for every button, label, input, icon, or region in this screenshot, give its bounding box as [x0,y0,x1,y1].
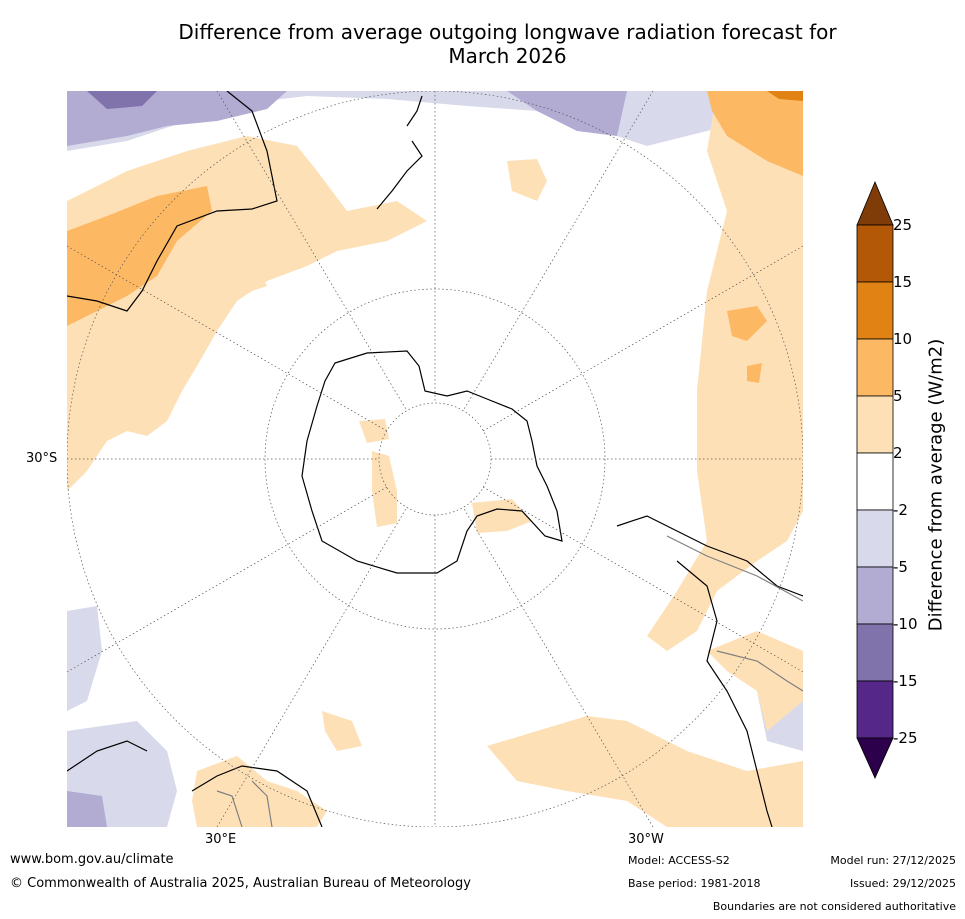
colorbar-tick-label: 25 [893,216,913,234]
lat-circle-60s [264,288,606,630]
colorbar-band-m15-m10 [856,623,894,682]
model-text: Model: ACCESS-S2 [628,854,730,867]
colorbar-band-m5-m2 [856,509,894,568]
website-link[interactable]: www.bom.gov.au/climate [10,852,174,867]
colorbar-tick-label: -25 [893,729,918,747]
colorbar-extend-min [856,737,894,779]
africa-border [216,780,273,827]
longitude-label-30w: 30°W [628,832,664,847]
copyright-text: © Commonwealth of Australia 2025, Austra… [10,876,471,891]
colorbar-title: Difference from average (W/m2) [925,338,947,632]
anomaly-region-pos-small-1 [507,159,547,201]
anomaly-region-pos5-east [727,306,767,341]
anomaly-region-pos5-northeast [707,91,803,176]
colorbar-tick-label: -15 [893,672,918,690]
meridian-8 [482,245,803,432]
anomaly-region-pos-antarctic-2 [372,451,397,527]
anomaly-region-pos-antarctic-1 [359,419,389,443]
anomaly-region-pos-mid-south [322,711,362,751]
colorbar-tick-label: -10 [893,615,918,633]
anomaly-region-neg-left [67,606,102,711]
colorbar-tick-label: -2 [893,501,908,519]
colorbar-extend-max [856,180,894,226]
model-run-text: Model run: 27/12/2025 [830,854,956,867]
polar-map [67,91,803,827]
africa-coastline [67,740,323,827]
anomaly-region-pos-south [487,716,803,827]
colorbar-band-m25-m15 [856,680,894,739]
base-period-text: Base period: 1981-2018 [628,877,761,890]
colorbar [856,180,894,779]
chart-title: Difference from average outgoing longwav… [0,20,965,68]
longitude-label-30e: 30°E [205,832,237,847]
graticule [67,91,803,827]
colorbar-band-m10-m5 [856,566,894,625]
anomaly-region-pos5-northwest [67,186,212,326]
colorbar-tick-label: 5 [893,387,903,405]
anomaly-region-pos10-northeast [767,91,803,101]
meridian-7 [67,245,388,432]
latitude-label-30s: 30°S [26,451,58,466]
australia-coastline [67,91,278,312]
anomaly-region-pos-small-2 [217,266,267,296]
anomaly-region-pos5-east2 [747,363,762,383]
anomaly-region-pos-southwest [192,756,327,827]
anomaly-region-pos-antarctic-3 [472,499,532,533]
antarctica-coastline [301,350,563,574]
meridian-9 [67,486,388,673]
issued-text: Issued: 29/12/2025 [849,877,956,890]
colorbar-tick-label: 2 [893,444,903,462]
colorbar-band-neutral [856,452,894,511]
anomaly-region-neg-top-dark2 [507,91,627,136]
colorbar-band-5-10 [856,338,894,397]
anomaly-region-pos-southeast [707,631,803,731]
meridian-10 [482,486,803,673]
anomaly-region-neg-top-darker [87,91,157,109]
colorbar-band-10-15 [856,281,894,340]
title-line-1: Difference from average outgoing longwav… [178,20,837,44]
anomaly-region-pos-east [647,91,803,651]
south-america-border [666,535,803,692]
new-zealand-coastline [376,95,423,210]
colorbar-tick-label: 10 [893,330,913,348]
colorbar-tick-label: -5 [893,558,908,576]
disclaimer-text: Boundaries are not considered authoritat… [712,900,956,913]
colorbar-tick-label: 15 [893,273,913,291]
south-america-coastline [616,515,803,827]
anomaly-region-neg-bottom-left-dark [67,791,107,827]
colorbar-band-15-25 [856,224,894,283]
colorbar-band-2-5 [856,395,894,454]
title-line-2: March 2026 [448,44,567,68]
